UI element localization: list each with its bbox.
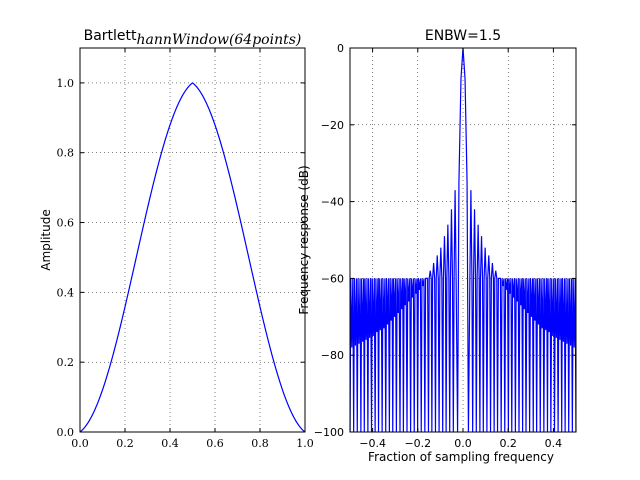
left-xtick-label: 0.6 — [206, 437, 224, 450]
right-ytick-label: −40 — [321, 196, 344, 209]
right-ticks: −0.4 −0.2 0.0 0.2 0.4 −100 −80 −60 −40 −20 0 — [314, 42, 576, 450]
left-ytick-label: 0.0 — [57, 426, 75, 439]
right-ytick-label: −20 — [321, 119, 344, 132]
left-ytick-label: 0.8 — [57, 147, 75, 160]
left-xtick-label: 0.0 — [71, 437, 89, 450]
right-xtick-label: 0.2 — [499, 437, 517, 450]
left-plot-background — [80, 48, 305, 432]
right-xtick-label: −0.2 — [404, 437, 431, 450]
left-ytick-label: 0.4 — [57, 286, 75, 299]
left-ytick-label: 0.6 — [57, 217, 75, 230]
right-ytick-label: −60 — [321, 272, 344, 285]
left-xtick-label: 0.8 — [251, 437, 269, 450]
left-title: BartletthannWindow(64points) — [84, 28, 302, 48]
left-series-line — [79, 82, 306, 433]
right-xtick-label: −0.4 — [359, 437, 386, 450]
right-ytick-label: −100 — [314, 426, 344, 439]
right-panel: −0.4 −0.2 0.0 0.2 0.4 −100 −80 −60 −40 −20 0 ENBW=… — [297, 28, 577, 464]
right-xlabel: Fraction of sampling frequency — [368, 450, 554, 464]
left-ticks: 0.0 0.2 0.4 0.6 0.8 1.0 0.0 0.2 0.4 0.6 0.8 1.0 — [57, 48, 314, 450]
right-ytick-label: −80 — [321, 349, 344, 362]
left-xtick-label: 0.4 — [161, 437, 179, 450]
left-ytick-label: 0.2 — [57, 356, 75, 369]
left-title-math: hannWindow(64points) — [137, 32, 302, 48]
left-xtick-label: 0.2 — [116, 437, 134, 450]
right-xtick-label: 0.4 — [545, 437, 563, 450]
left-title-text: Bartlett — [84, 28, 137, 44]
right-ytick-label: 0 — [337, 42, 344, 55]
left-panel: 0.0 0.2 0.4 0.6 0.8 1.0 0.0 0.2 0.4 0.6 0.8 1.0 Bar… — [39, 28, 314, 450]
right-xtick-label: 0.0 — [454, 437, 472, 450]
left-ylabel: Amplitude — [39, 209, 53, 271]
left-plot-frame — [79, 47, 306, 433]
right-ylabel: Frequency response (dB) — [297, 165, 311, 314]
left-ytick-label: 1.0 — [57, 77, 75, 90]
right-title: ENBW=1.5 — [425, 28, 501, 44]
left-xtick-label: 1.0 — [296, 437, 314, 450]
